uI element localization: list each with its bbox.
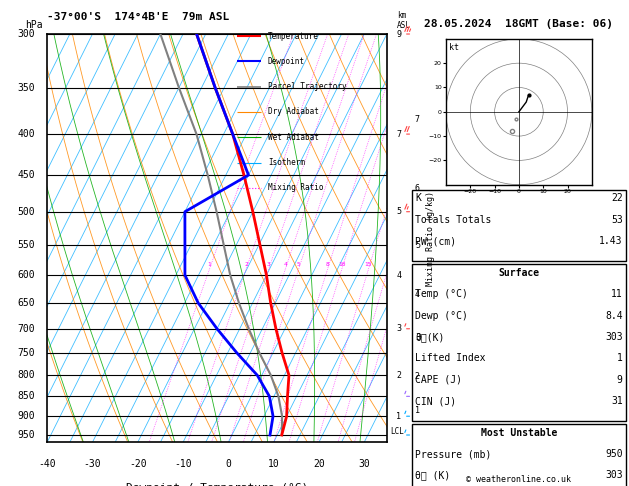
Text: 9: 9	[396, 30, 401, 38]
Text: 9: 9	[617, 375, 623, 385]
Text: 600: 600	[18, 270, 35, 280]
Text: Totals Totals: Totals Totals	[415, 215, 491, 225]
Text: -40: -40	[38, 459, 56, 469]
Text: 8.4: 8.4	[605, 311, 623, 321]
Text: kt: kt	[449, 43, 459, 52]
Text: 28.05.2024  18GMT (Base: 06): 28.05.2024 18GMT (Base: 06)	[425, 19, 613, 30]
Text: 3: 3	[415, 333, 420, 343]
Text: 800: 800	[18, 370, 35, 380]
Text: 303: 303	[605, 470, 623, 481]
Text: 4: 4	[396, 271, 401, 279]
Text: 900: 900	[18, 411, 35, 421]
Text: 400: 400	[18, 129, 35, 139]
Text: Isotherm: Isotherm	[268, 158, 305, 167]
Text: 53: 53	[611, 215, 623, 225]
Text: Temperature: Temperature	[268, 32, 319, 40]
Text: 15: 15	[365, 262, 372, 267]
Text: 22: 22	[611, 193, 623, 204]
Text: CAPE (J): CAPE (J)	[415, 375, 462, 385]
Text: 11: 11	[611, 289, 623, 299]
Text: 300: 300	[18, 29, 35, 39]
Text: θᴄ(K): θᴄ(K)	[415, 332, 445, 342]
Text: Wet Adiabat: Wet Adiabat	[268, 133, 319, 142]
Text: 2: 2	[415, 372, 420, 381]
Text: 0: 0	[225, 459, 231, 469]
Text: 5: 5	[297, 262, 301, 267]
Text: -37°00'S  174°4B'E  79m ASL: -37°00'S 174°4B'E 79m ASL	[47, 12, 230, 22]
Text: 10: 10	[338, 262, 345, 267]
Text: 500: 500	[18, 207, 35, 217]
Text: 650: 650	[18, 298, 35, 308]
Text: Lifted Index: Lifted Index	[415, 353, 486, 364]
Text: km
ASL: km ASL	[397, 11, 411, 30]
Text: 1: 1	[415, 406, 420, 416]
Text: CIN (J): CIN (J)	[415, 396, 456, 406]
Text: hPa: hPa	[25, 20, 43, 30]
Text: 31: 31	[611, 396, 623, 406]
Text: 3: 3	[396, 324, 401, 333]
Text: Mixing Ratio: Mixing Ratio	[268, 183, 323, 192]
Text: © weatheronline.co.uk: © weatheronline.co.uk	[467, 474, 571, 484]
Text: 5: 5	[415, 241, 420, 250]
Text: -10: -10	[174, 459, 192, 469]
Text: Dewpoint / Temperature (°C): Dewpoint / Temperature (°C)	[126, 483, 308, 486]
Text: 5: 5	[396, 207, 401, 216]
Text: Dewp (°C): Dewp (°C)	[415, 311, 468, 321]
Text: 1: 1	[208, 262, 211, 267]
Text: 2: 2	[244, 262, 248, 267]
Text: 7: 7	[415, 115, 420, 124]
Text: -30: -30	[84, 459, 101, 469]
Text: 950: 950	[605, 449, 623, 459]
Text: 450: 450	[18, 170, 35, 180]
Text: 850: 850	[18, 391, 35, 401]
Text: 1.43: 1.43	[599, 236, 623, 246]
Text: K: K	[415, 193, 421, 204]
Text: Parcel Trajectory: Parcel Trajectory	[268, 82, 347, 91]
Text: 3: 3	[267, 262, 270, 267]
Text: 950: 950	[18, 430, 35, 440]
Text: θᴄ (K): θᴄ (K)	[415, 470, 450, 481]
Text: Surface: Surface	[498, 268, 540, 278]
Text: 350: 350	[18, 83, 35, 93]
Text: 6: 6	[415, 184, 420, 193]
Text: Dry Adiabat: Dry Adiabat	[268, 107, 319, 117]
Text: 10: 10	[268, 459, 279, 469]
Text: Pressure (mb): Pressure (mb)	[415, 449, 491, 459]
Text: Mixing Ratio (g/kg): Mixing Ratio (g/kg)	[426, 191, 435, 286]
Text: 1: 1	[396, 412, 401, 421]
Text: Temp (°C): Temp (°C)	[415, 289, 468, 299]
Text: 20: 20	[313, 459, 325, 469]
Text: 4: 4	[415, 290, 420, 299]
Text: -20: -20	[129, 459, 147, 469]
Text: PW (cm): PW (cm)	[415, 236, 456, 246]
Text: 7: 7	[396, 130, 401, 139]
Text: 700: 700	[18, 324, 35, 334]
Text: LCL: LCL	[390, 427, 404, 436]
Text: Dewpoint: Dewpoint	[268, 57, 305, 66]
Text: 4: 4	[284, 262, 287, 267]
Text: 303: 303	[605, 332, 623, 342]
Text: 8: 8	[326, 262, 330, 267]
Text: 550: 550	[18, 240, 35, 250]
Text: 1: 1	[617, 353, 623, 364]
Text: Most Unstable: Most Unstable	[481, 428, 557, 438]
Text: 2: 2	[396, 371, 401, 380]
Text: 30: 30	[359, 459, 370, 469]
Text: 750: 750	[18, 348, 35, 358]
